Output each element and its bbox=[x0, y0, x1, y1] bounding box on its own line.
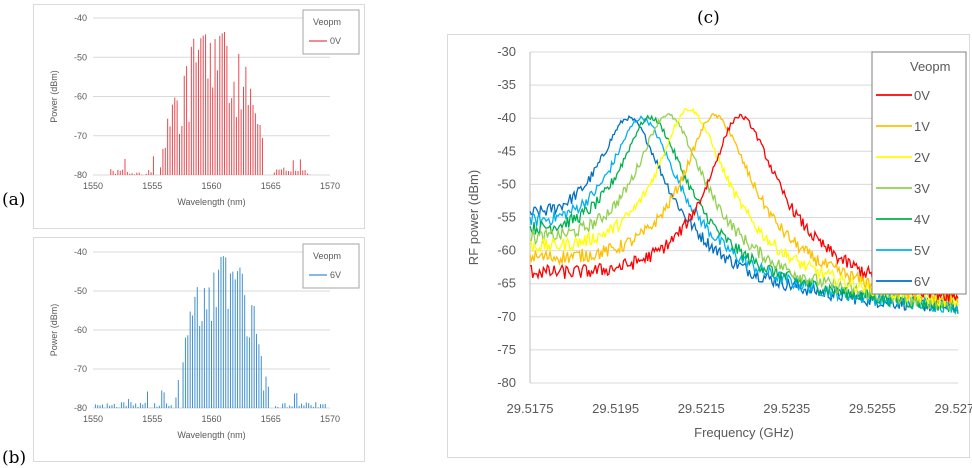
legend-label: 4V bbox=[914, 212, 930, 227]
x-tick-label: 1555 bbox=[142, 181, 162, 191]
y-tick-label: -60 bbox=[74, 325, 87, 335]
y-tick-label: -30 bbox=[497, 44, 516, 59]
y-tick-label: -40 bbox=[74, 247, 87, 257]
x-tick-label: 29.5255 bbox=[849, 401, 896, 416]
legend-label: 0V bbox=[914, 88, 930, 103]
legend-label: 3V bbox=[914, 181, 930, 196]
x-tick-label: 1550 bbox=[83, 181, 103, 191]
y-tick-label: -60 bbox=[74, 92, 87, 102]
x-axis-title: Wavelength (nm) bbox=[177, 430, 245, 440]
x-tick-label: 1565 bbox=[261, 414, 281, 424]
legend-title: Veopm bbox=[313, 251, 341, 261]
y-tick-label: -70 bbox=[497, 309, 516, 324]
legend-label: 6V bbox=[914, 274, 930, 289]
y-tick-label: -35 bbox=[497, 77, 516, 92]
y-tick-label: -40 bbox=[74, 13, 87, 23]
y-axis-title: RF power (dBm) bbox=[466, 170, 481, 265]
y-axis-title: Power (dBm) bbox=[49, 304, 59, 357]
y-tick-label: -50 bbox=[74, 52, 87, 62]
legend-label: 5V bbox=[914, 243, 930, 258]
x-tick-label: 1565 bbox=[261, 181, 281, 191]
legend-label: 0V bbox=[330, 36, 341, 46]
y-tick-label: -60 bbox=[497, 243, 516, 258]
y-tick-label: -45 bbox=[497, 143, 516, 158]
y-tick-label: -50 bbox=[74, 286, 87, 296]
y-tick-label: -65 bbox=[497, 276, 516, 291]
y-tick-label: -50 bbox=[497, 176, 516, 191]
y-tick-label: -80 bbox=[497, 375, 516, 390]
y-tick-label: -75 bbox=[497, 342, 516, 357]
x-tick-label: 1555 bbox=[142, 414, 162, 424]
y-axis-title: Power (dBm) bbox=[49, 70, 59, 123]
y-tick-label: -40 bbox=[497, 110, 516, 125]
x-axis-title: Wavelength (nm) bbox=[177, 197, 245, 207]
x-tick-label: 1560 bbox=[201, 181, 221, 191]
x-axis-title: Frequency (GHz) bbox=[694, 425, 794, 440]
x-tick-label: 29.5235 bbox=[763, 401, 810, 416]
x-tick-label: 29.5195 bbox=[592, 401, 639, 416]
y-tick-label: -70 bbox=[74, 131, 87, 141]
y-tick-label: -80 bbox=[74, 170, 87, 180]
legend-label: 2V bbox=[914, 150, 930, 165]
y-tick-label: -70 bbox=[74, 364, 87, 374]
legend-label: 1V bbox=[914, 119, 930, 134]
x-tick-label: 1560 bbox=[201, 414, 221, 424]
x-tick-label: 1570 bbox=[320, 181, 340, 191]
x-tick-label: 1570 bbox=[320, 414, 340, 424]
y-tick-label: -55 bbox=[497, 210, 516, 225]
x-tick-label: 29.5175 bbox=[507, 401, 554, 416]
x-tick-label: 29.5275 bbox=[935, 401, 972, 416]
legend-title: Veopm bbox=[313, 17, 341, 27]
legend-title: Veopm bbox=[910, 59, 950, 74]
x-tick-label: 29.5215 bbox=[678, 401, 725, 416]
x-tick-label: 1550 bbox=[83, 414, 103, 424]
legend-label: 6V bbox=[330, 270, 341, 280]
y-tick-label: -80 bbox=[74, 403, 87, 413]
